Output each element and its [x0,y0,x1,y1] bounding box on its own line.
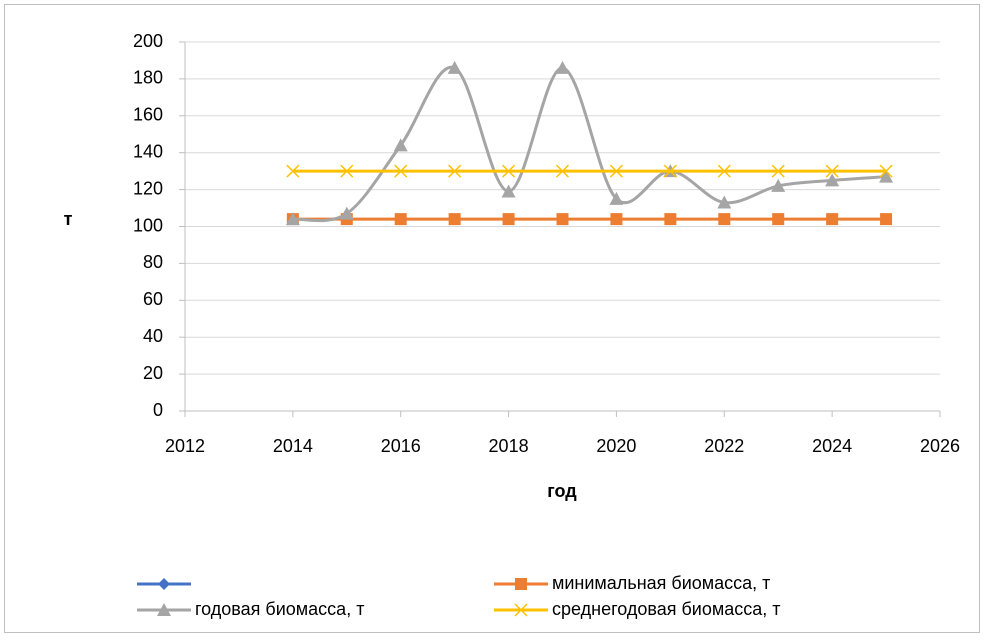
data-point [772,213,785,226]
y-tick-label: 80 [143,252,163,272]
x-tick-label: 2026 [920,436,960,456]
data-point [447,60,462,74]
data-point [339,206,354,220]
data-point [826,213,839,226]
data-point [609,164,623,178]
y-tick-label: 140 [133,141,163,161]
chart-border [4,4,980,633]
data-point [448,213,461,226]
data-point [825,173,840,187]
data-point [609,191,624,205]
data-point [393,138,408,152]
y-tick-label: 200 [133,31,163,51]
data-point [880,213,893,226]
data-point [501,184,516,198]
data-point [555,164,570,178]
data-point [448,164,462,178]
x-tick-label: 2012 [165,436,205,456]
data-point [879,164,893,178]
data-point [394,213,407,226]
data-point [555,60,570,74]
data-point [502,164,516,178]
data-point [556,213,569,226]
legend-marker [514,603,528,617]
data-point [286,164,300,178]
data-point [771,178,786,192]
x-tick-label: 2016 [381,436,421,456]
y-tick-label: 180 [133,68,163,88]
data-point [502,213,515,226]
data-point [394,164,408,178]
legend-marker [158,578,170,590]
data-point [340,164,354,178]
y-tick-label: 0 [153,400,163,420]
legend-marker [515,578,527,590]
data-point [825,164,839,178]
data-point [771,164,785,178]
y-axis-title: т [64,209,73,229]
data-point [664,213,677,226]
data-point [718,213,731,226]
y-tick-label: 40 [143,326,163,346]
x-axis-title: год [547,481,577,501]
x-tick-label: 2022 [704,436,744,456]
data-point [610,213,623,226]
legend-label: годовая биомасса, т [195,599,364,619]
y-tick-label: 60 [143,289,163,309]
x-tick-label: 2024 [812,436,852,456]
y-tick-label: 20 [143,363,163,383]
y-tick-label: 120 [133,178,163,198]
legend-marker [157,603,171,616]
data-point [663,164,677,178]
legend-label: минимальная биомасса, т [552,573,770,593]
y-tick-label: 160 [133,105,163,125]
x-tick-label: 2018 [489,436,529,456]
data-point [717,164,731,178]
data-point [879,169,894,183]
data-point [285,212,300,226]
x-tick-label: 2020 [596,436,636,456]
y-tick-label: 100 [133,215,163,235]
legend-label: среднегодовая биомасса, т [552,599,781,619]
data-point [717,195,732,209]
x-tick-label: 2014 [273,436,313,456]
